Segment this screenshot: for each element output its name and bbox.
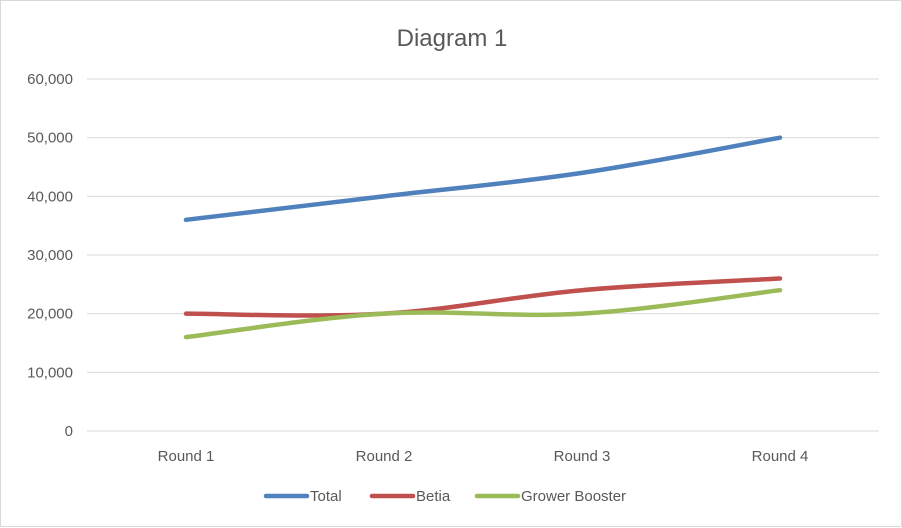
series-lines xyxy=(183,135,783,340)
y-tick-label: 30,000 xyxy=(27,247,73,264)
y-tick-label: 10,000 xyxy=(27,364,73,381)
y-tick-label: 20,000 xyxy=(27,306,73,323)
x-axis-ticks: Round 1 Round 2 Round 3 Round 4 xyxy=(158,448,809,465)
x-tick-label: Round 4 xyxy=(752,448,809,465)
y-tick-label: 60,000 xyxy=(27,71,73,88)
y-axis-ticks: 0 10,000 20,000 30,000 40,000 50,000 60,000 xyxy=(27,71,73,440)
legend: Total Betia Grower Booster xyxy=(263,488,626,505)
x-tick-label: Round 3 xyxy=(554,448,611,465)
x-tick-label: Round 1 xyxy=(158,448,215,465)
legend-label: Total xyxy=(310,488,342,505)
y-tick-label: 50,000 xyxy=(27,130,73,147)
x-tick-label: Round 2 xyxy=(356,448,413,465)
series-line-grower-booster xyxy=(183,287,783,340)
legend-label: Betia xyxy=(416,488,451,505)
series-line-betia xyxy=(183,276,783,318)
gridlines xyxy=(87,78,879,432)
legend-label: Grower Booster xyxy=(521,488,626,505)
y-tick-label: 40,000 xyxy=(27,188,73,205)
series-line-total xyxy=(183,135,783,223)
chart-title: Diagram 1 xyxy=(397,25,508,52)
y-tick-label: 0 xyxy=(65,423,73,440)
